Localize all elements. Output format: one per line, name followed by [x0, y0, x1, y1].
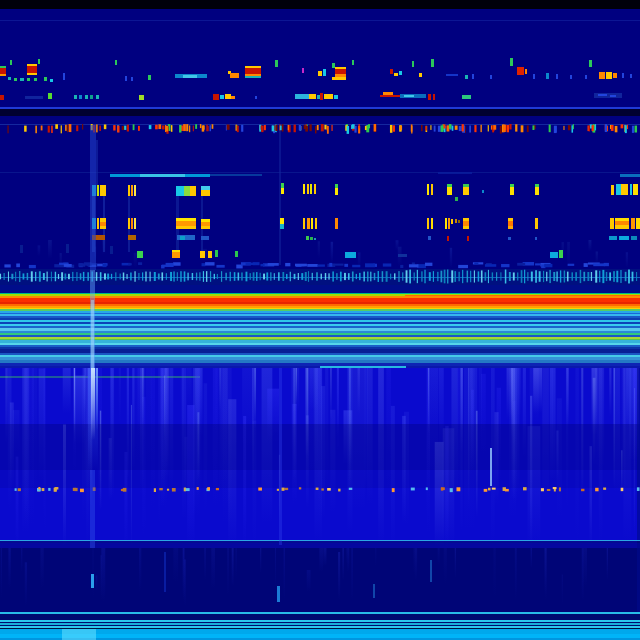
- spectrogram-canvas: [0, 0, 640, 640]
- spectrogram-view: [0, 0, 640, 640]
